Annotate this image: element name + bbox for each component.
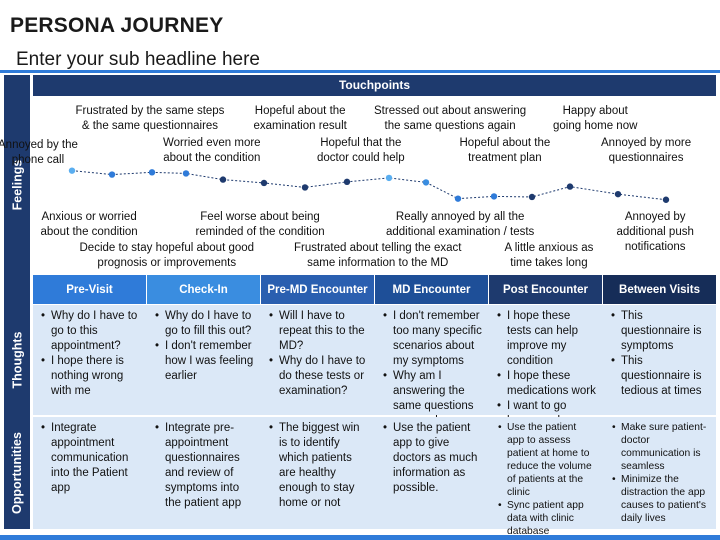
opportunities-band	[33, 417, 716, 529]
thought-item: I hope these tests can help improve my c…	[497, 309, 596, 369]
opportunity-item: Sync patient app data with clinic databa…	[498, 499, 596, 538]
feeling-above-8: Happy about going home now	[553, 105, 638, 132]
feeling-point	[68, 167, 76, 174]
page-subtitle: Enter your sub headline here	[16, 49, 260, 70]
feeling-point	[260, 179, 268, 187]
opportunity-cell-2: Integrate pre-appointment questionnaires…	[153, 421, 254, 511]
thought-item: Why do I have to do these tests or exami…	[269, 354, 368, 399]
thought-cell-5: I hope these tests can help improve my c…	[495, 309, 596, 429]
feeling-point	[148, 169, 156, 176]
thought-item: Will I have to repeat this to the MD?	[269, 309, 368, 354]
feeling-below-3: Feel worse about being reminded of the co…	[195, 211, 325, 238]
thought-item: Why do I have to go to fill this out?	[155, 309, 254, 339]
thought-item: I don't remember too many specific scena…	[383, 309, 482, 369]
feeling-point	[385, 174, 393, 182]
feeling-above-2: Frustrated by the same steps & the same q…	[75, 105, 225, 132]
thoughts-band	[33, 305, 716, 415]
opportunity-item: The biggest win is to identify which pat…	[269, 421, 368, 511]
thought-item: I don't remember how I was feeling earli…	[155, 339, 254, 384]
thought-item: I hope there is nothing wrong with me	[41, 354, 140, 399]
feeling-point	[108, 171, 116, 178]
feeling-point	[528, 193, 536, 201]
feeling-point	[182, 170, 190, 177]
feeling-above-5: Hopeful that the doctor could help	[317, 137, 405, 164]
thoughts-label: Thoughts	[10, 331, 24, 389]
feeling-point	[614, 190, 622, 198]
touchpoints-header: Touchpoints	[33, 75, 716, 96]
stage-pre-visit: Pre-Visit	[33, 275, 146, 304]
stage-pre-md-encounter: Pre-MD Encounter	[261, 275, 374, 304]
left-sidebar	[4, 75, 30, 529]
feeling-above-7: Hopeful about the treatment plan	[459, 137, 551, 164]
feelings-line	[71, 170, 667, 201]
thought-cell-1: Why do I have to go to this appointment?…	[39, 309, 140, 399]
feelings-area: Annoyed by the phone call Frustrated by th…	[0, 96, 716, 273]
opportunity-cell-6: Make sure patient-doctor communication i…	[609, 421, 710, 525]
feelings-curve	[68, 167, 670, 203]
opportunities-label: Opportunities	[10, 432, 25, 514]
opportunity-cell-4: Use the patient app to give doctors as m…	[381, 421, 482, 496]
feelings-label: Feelings	[10, 159, 24, 210]
thought-cell-6: This questionnaire is symptomsThis quest…	[609, 309, 710, 399]
thought-item: I hope these medications work	[497, 369, 596, 399]
thought-cell-2: Why do I have to go to fill this out?I d…	[153, 309, 254, 384]
feeling-above-9: Annoyed by more questionnaires	[601, 137, 692, 164]
opportunity-cell-5: Use the patient app to assess patient at…	[495, 421, 596, 538]
feeling-above-3: Worried even more about the condition	[163, 137, 261, 164]
opportunity-cell-1: Integrate appointment communication into…	[39, 421, 140, 496]
feeling-point	[422, 179, 430, 186]
stage-md-encounter: MD Encounter	[375, 275, 488, 304]
feeling-below-4: Frustrated about telling the exact same i…	[294, 242, 462, 269]
feeling-point	[454, 195, 462, 202]
opportunity-item: Use the patient app to give doctors as m…	[383, 421, 482, 496]
thought-item: Why do I have to go to this appointment?	[41, 309, 140, 354]
stage-between-visits: Between Visits	[603, 275, 716, 304]
feeling-point	[301, 184, 309, 191]
thought-cell-3: Will I have to repeat this to the MD?Why…	[267, 309, 368, 399]
feeling-above-6: Stressed out about answering the same que…	[374, 105, 527, 132]
feeling-point	[662, 196, 670, 203]
feeling-above-1: Annoyed by the phone call	[0, 139, 78, 166]
stage-check-in: Check-In	[147, 275, 260, 304]
stage-post-encounter: Post Encounter	[489, 275, 602, 304]
feeling-above-4: Hopeful about the examination result	[253, 105, 347, 132]
opportunity-item: Minimize the distraction the app causes …	[612, 473, 710, 525]
feeling-point	[343, 178, 351, 186]
opportunity-item: Integrate pre-appointment questionnaires…	[155, 421, 254, 511]
opportunity-item: Use the patient app to assess patient at…	[498, 421, 596, 499]
thought-item: This questionnaire is tedious at times	[611, 354, 710, 399]
opportunity-item: Make sure patient-doctor communication i…	[612, 421, 710, 473]
feeling-below-2: Decide to stay hopeful about good prognos…	[79, 242, 255, 269]
header-divider	[0, 70, 720, 73]
page-title: PERSONA JOURNEY	[10, 14, 224, 37]
opportunity-cell-3: The biggest win is to identify which pat…	[267, 421, 368, 511]
feeling-below-7: Annoyed by additional push notifications	[616, 211, 694, 253]
feeling-point	[490, 193, 498, 200]
opportunity-item: Integrate appointment communication into…	[41, 421, 140, 496]
feeling-point	[566, 183, 574, 190]
feeling-below-5: Really annoyed by all the additional exam…	[386, 211, 535, 238]
feeling-point	[219, 176, 227, 183]
thought-item: This questionnaire is symptoms	[611, 309, 710, 354]
footer-divider	[0, 535, 720, 540]
feeling-below-1: Anxious or worried about the condition	[40, 211, 138, 238]
feeling-below-6: A little anxious as time takes long	[504, 242, 594, 269]
